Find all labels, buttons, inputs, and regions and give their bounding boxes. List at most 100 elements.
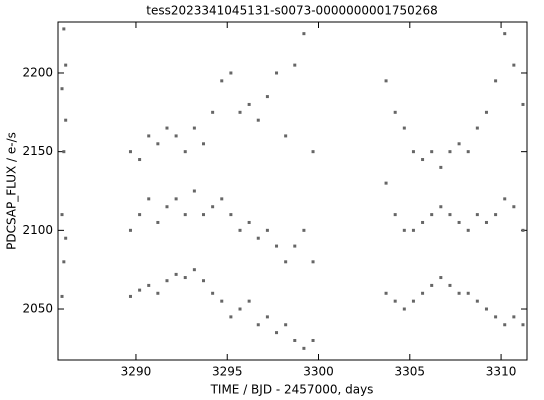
data-point	[147, 134, 151, 138]
data-point	[165, 205, 169, 209]
data-point	[62, 150, 66, 154]
data-point	[275, 71, 279, 75]
data-point	[211, 205, 215, 209]
data-point	[247, 220, 251, 224]
data-point	[165, 126, 169, 130]
x-tick-label: 3305	[395, 365, 426, 379]
data-point	[521, 228, 525, 232]
data-point	[265, 95, 269, 99]
data-point	[202, 142, 206, 146]
data-point	[183, 213, 187, 217]
data-point	[512, 63, 516, 67]
data-point	[293, 244, 297, 248]
data-point	[60, 213, 64, 217]
data-point	[238, 307, 242, 311]
data-point	[138, 288, 142, 292]
data-point	[421, 158, 425, 162]
data-point	[302, 346, 306, 350]
data-point	[156, 291, 160, 295]
data-point	[62, 27, 66, 31]
data-point	[484, 110, 488, 114]
data-point	[293, 338, 297, 342]
data-point	[503, 323, 507, 327]
data-point	[494, 213, 498, 217]
chart-title: tess2023341045131-s0073-0000000001750268	[146, 4, 437, 18]
data-point	[60, 87, 64, 91]
data-point	[62, 260, 66, 264]
data-point	[475, 213, 479, 217]
data-point	[384, 291, 388, 295]
data-point	[275, 331, 279, 335]
data-point	[430, 150, 434, 154]
data-point	[211, 291, 215, 295]
data-point	[284, 260, 288, 264]
data-point	[138, 213, 142, 217]
data-point	[448, 283, 452, 287]
data-point	[393, 213, 397, 217]
data-point	[457, 291, 461, 295]
x-axis-label: TIME / BJD - 2457000, days	[210, 383, 374, 397]
data-point	[439, 205, 443, 209]
data-point	[503, 197, 507, 201]
data-point	[494, 79, 498, 83]
data-point	[192, 126, 196, 130]
data-point	[421, 291, 425, 295]
data-point	[192, 189, 196, 193]
data-point	[256, 236, 260, 240]
data-point	[430, 213, 434, 217]
data-point	[220, 197, 224, 201]
data-point	[466, 228, 470, 232]
data-point	[156, 142, 160, 146]
x-tick-label: 3300	[303, 365, 334, 379]
data-point	[384, 181, 388, 185]
data-point	[521, 323, 525, 327]
data-point	[183, 150, 187, 154]
data-point	[265, 315, 269, 319]
data-point	[192, 268, 196, 272]
data-point	[265, 228, 269, 232]
data-point	[494, 315, 498, 319]
data-point	[457, 142, 461, 146]
data-point	[147, 197, 151, 201]
data-point	[311, 338, 315, 342]
y-tick-label: 2100	[22, 223, 53, 237]
data-point	[284, 134, 288, 138]
y-tick-label: 2050	[22, 302, 53, 316]
data-point	[393, 299, 397, 303]
data-point	[128, 150, 132, 154]
data-point	[220, 299, 224, 303]
data-point	[521, 102, 525, 106]
data-point	[165, 279, 169, 283]
data-point	[293, 63, 297, 67]
x-tick-label: 3290	[121, 365, 152, 379]
data-point	[448, 213, 452, 217]
data-point	[247, 102, 251, 106]
data-point	[60, 294, 64, 298]
data-point	[256, 118, 260, 122]
data-point	[411, 228, 415, 232]
data-point	[311, 260, 315, 264]
data-point	[439, 165, 443, 169]
data-point	[402, 126, 406, 130]
data-point	[64, 118, 68, 122]
data-point	[311, 150, 315, 154]
data-point	[229, 315, 233, 319]
data-point	[512, 205, 516, 209]
data-point	[156, 220, 160, 224]
data-point	[220, 79, 224, 83]
data-point	[183, 276, 187, 280]
data-point	[202, 279, 206, 283]
data-point	[302, 32, 306, 36]
data-point	[512, 315, 516, 319]
data-point	[64, 236, 68, 240]
data-point	[402, 228, 406, 232]
x-tick-label: 3295	[212, 365, 243, 379]
data-point	[229, 213, 233, 217]
data-point	[466, 291, 470, 295]
data-point	[202, 213, 206, 217]
data-point	[457, 220, 461, 224]
data-point	[402, 307, 406, 311]
data-point	[484, 307, 488, 311]
plot-frame	[57, 21, 528, 361]
